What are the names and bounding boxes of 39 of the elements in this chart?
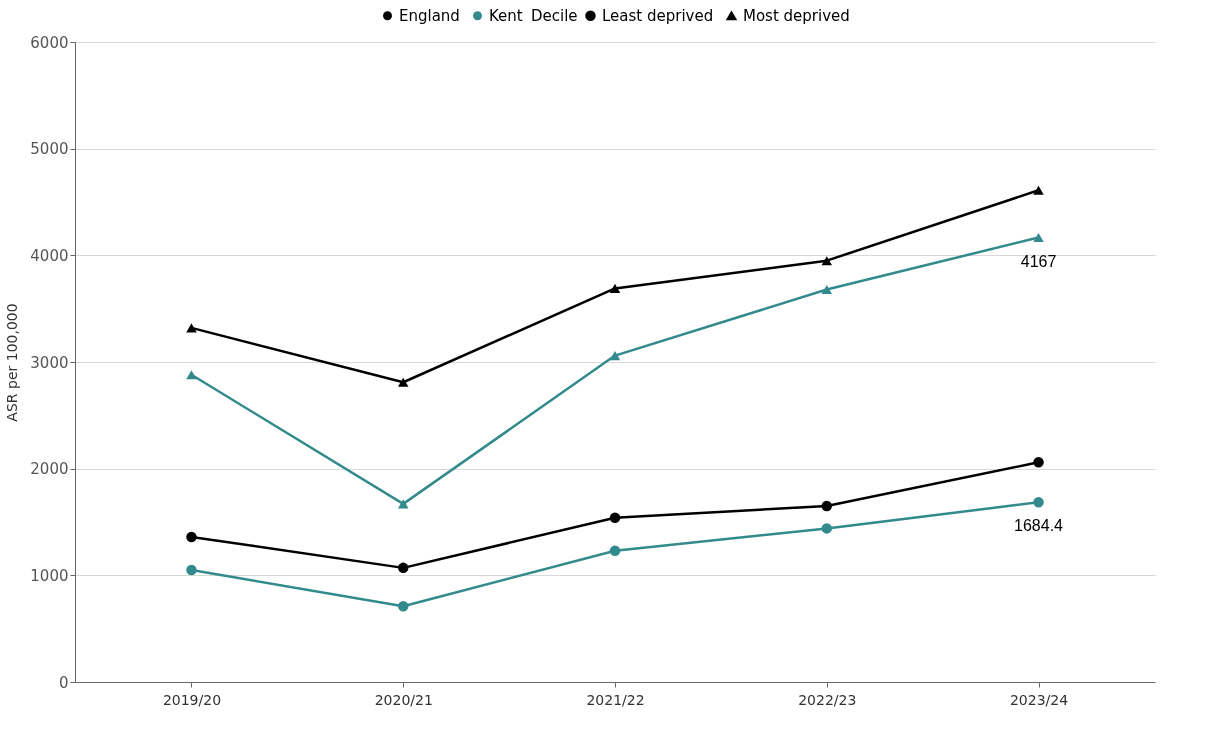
y-tick-label: 3000: [30, 353, 69, 372]
x-tick-label: 2021/22: [586, 691, 645, 708]
point: [1033, 185, 1044, 195]
point: [821, 284, 833, 295]
point: [1033, 232, 1044, 243]
y-tick-label: 0: [58, 673, 69, 692]
y-tick-label: 1000: [30, 566, 69, 585]
legend-label: England: [399, 6, 460, 25]
point: [609, 512, 621, 523]
point: [1033, 457, 1044, 468]
point: [186, 323, 197, 333]
data-label: 4167: [1020, 252, 1057, 270]
legend-label: Kent: [489, 6, 523, 25]
point: [609, 283, 621, 293]
y-tick-label: 4000: [30, 246, 69, 265]
point: [609, 545, 621, 557]
y-tick-label: 5000: [30, 140, 69, 159]
point: [186, 531, 197, 543]
y-tick-label: 6000: [30, 33, 69, 52]
point: [1033, 497, 1044, 508]
point: [397, 562, 409, 574]
legend-title: Decile: [531, 7, 578, 25]
point: [821, 256, 833, 266]
y-tick-label: 2000: [30, 460, 69, 479]
point: [821, 523, 833, 534]
data-label: 1684.4: [1014, 517, 1064, 535]
point: [609, 351, 621, 361]
x-tick-label: 2022/23: [798, 691, 857, 708]
point: [186, 564, 197, 576]
point: [186, 370, 197, 380]
x-tick-label: 2019/20: [162, 691, 222, 708]
text: Least deprived: [602, 6, 714, 25]
x-tick-label: 2020/21: [374, 691, 433, 708]
y-axis-title: ASR per 100,000: [4, 303, 21, 422]
x-tick-label: 2023/24: [1009, 691, 1069, 708]
text: Most deprived: [743, 6, 850, 25]
point: [397, 601, 409, 612]
point: [821, 500, 833, 512]
point: [397, 377, 409, 387]
